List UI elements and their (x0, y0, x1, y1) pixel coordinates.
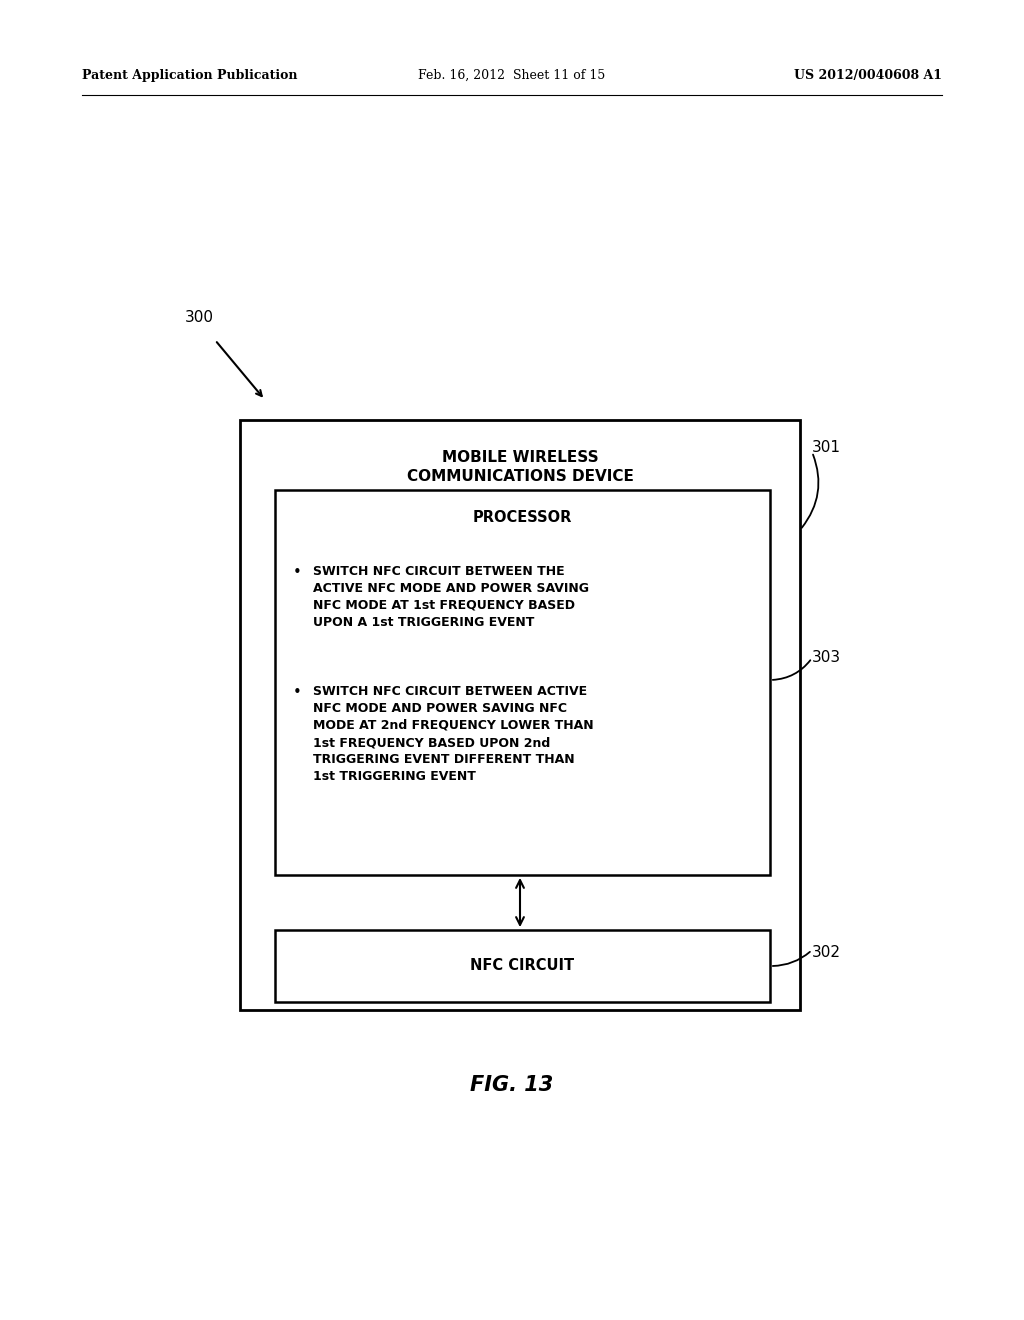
Bar (240, 420, 800, 1010)
Text: 303: 303 (812, 649, 841, 665)
Text: FIG. 13: FIG. 13 (470, 1074, 554, 1096)
Text: NFC CIRCUIT: NFC CIRCUIT (470, 958, 574, 974)
Text: US 2012/0040608 A1: US 2012/0040608 A1 (794, 69, 942, 82)
Text: SWITCH NFC CIRCUIT BETWEEN ACTIVE
NFC MODE AND POWER SAVING NFC
MODE AT 2nd FREQ: SWITCH NFC CIRCUIT BETWEEN ACTIVE NFC MO… (313, 685, 594, 783)
Bar (275, 490, 770, 875)
Text: •: • (293, 685, 302, 700)
Text: 300: 300 (185, 310, 214, 325)
Text: Patent Application Publication: Patent Application Publication (82, 69, 298, 82)
Text: 302: 302 (812, 945, 841, 960)
Text: PROCESSOR: PROCESSOR (473, 510, 572, 525)
Text: 301: 301 (812, 440, 841, 455)
Bar (275, 931, 770, 1002)
Text: SWITCH NFC CIRCUIT BETWEEN THE
ACTIVE NFC MODE AND POWER SAVING
NFC MODE AT 1st : SWITCH NFC CIRCUIT BETWEEN THE ACTIVE NF… (313, 565, 589, 630)
Text: MOBILE WIRELESS
COMMUNICATIONS DEVICE: MOBILE WIRELESS COMMUNICATIONS DEVICE (407, 450, 634, 483)
Text: Feb. 16, 2012  Sheet 11 of 15: Feb. 16, 2012 Sheet 11 of 15 (419, 69, 605, 82)
Text: •: • (293, 565, 302, 579)
